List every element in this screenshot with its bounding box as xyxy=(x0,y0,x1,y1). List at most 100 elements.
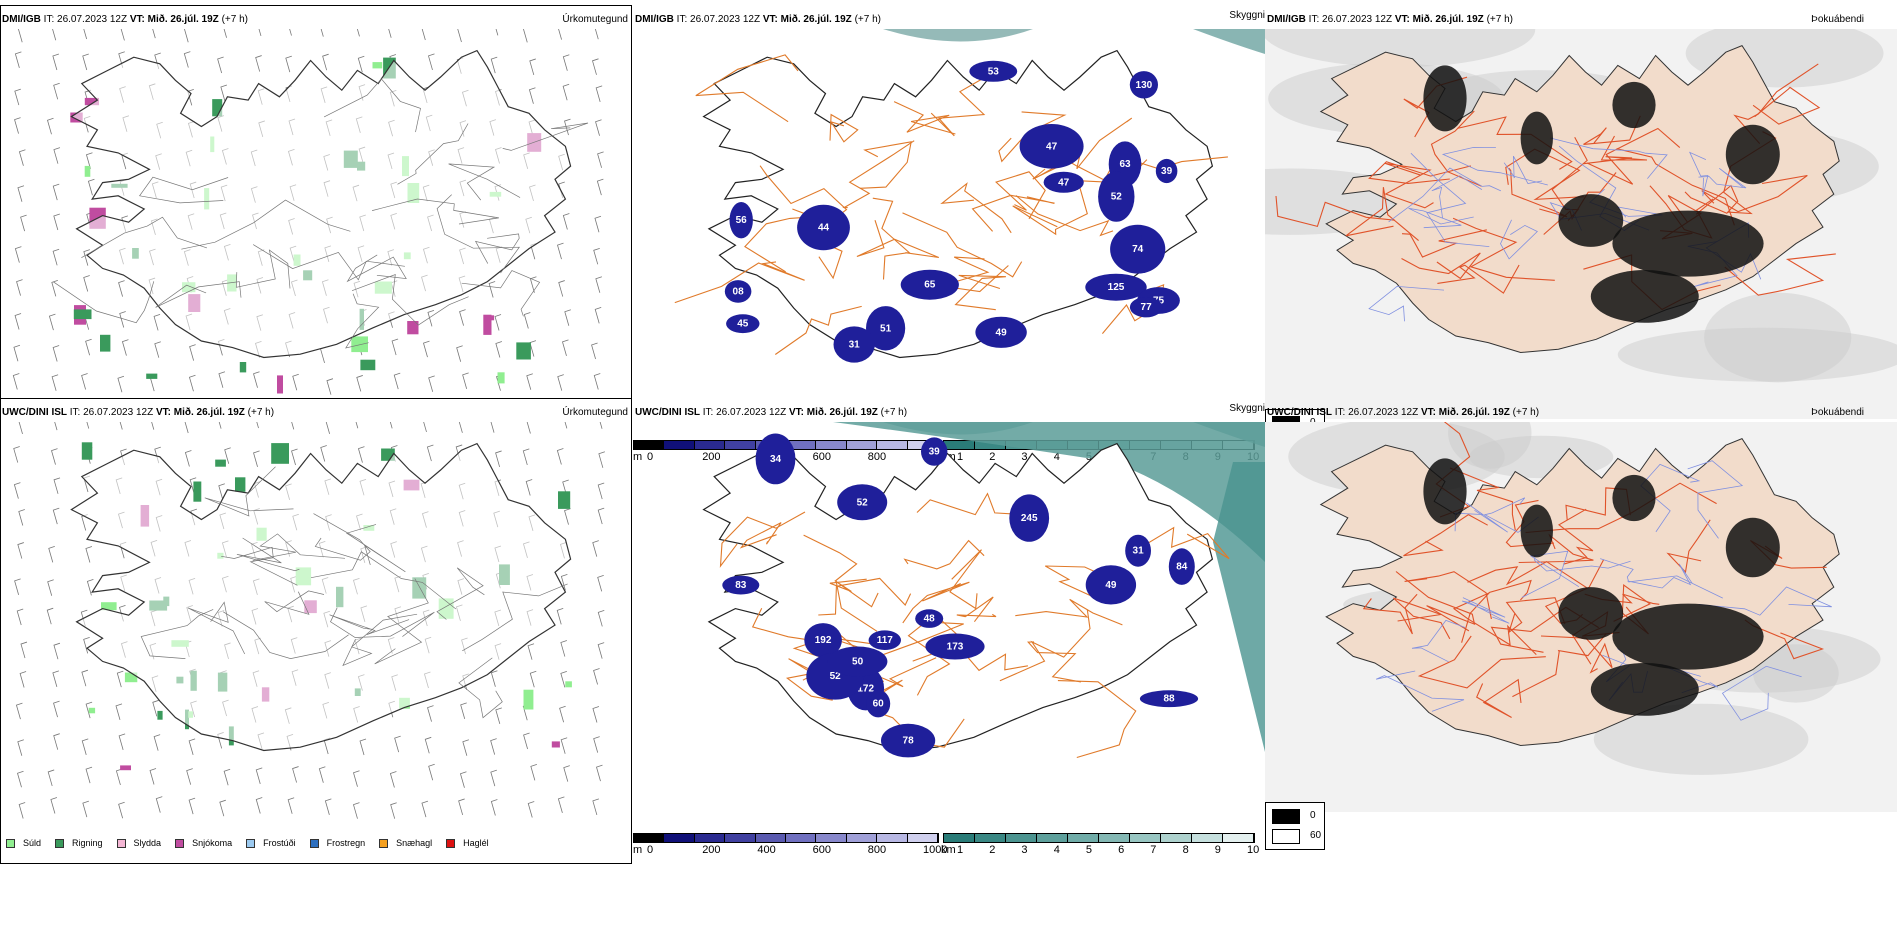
wind-barb xyxy=(594,215,602,233)
wind-barb xyxy=(292,766,299,783)
wind-barb xyxy=(14,51,22,68)
wind-barb xyxy=(54,422,58,431)
valid-time: Mið. 26.júl. 19Z xyxy=(173,407,245,418)
wind-barb xyxy=(117,375,125,393)
colorbar-step xyxy=(694,441,726,449)
road xyxy=(785,658,833,701)
wind-barb xyxy=(119,422,123,430)
init-time: 26.07.2023 12Z xyxy=(1322,14,1393,25)
cloud-base-value: 78 xyxy=(903,736,915,747)
wind-barb xyxy=(523,732,530,750)
road xyxy=(351,273,469,326)
fog-title: DMI/IGB IT: 26.07.2023 12Z VT: Mið. 26.j… xyxy=(1267,14,1513,26)
road xyxy=(902,581,970,624)
wind-barb xyxy=(593,736,600,753)
road xyxy=(1012,185,1088,236)
wind-barb xyxy=(85,701,93,719)
cloud-base-colorbar xyxy=(633,833,939,843)
wind-barb xyxy=(595,119,602,136)
wind-barb xyxy=(223,29,227,38)
colorbar-step xyxy=(846,834,878,842)
wind-barb xyxy=(189,477,197,494)
visibility-title: DMI/IGB IT: 26.07.2023 12Z VT: Mið. 26.j… xyxy=(635,14,881,26)
wind-barb xyxy=(458,798,465,816)
iceland-outline xyxy=(53,49,589,359)
legend-swatch xyxy=(55,838,65,848)
precip-legend: Súld Rigning Slydda Snjókoma Frostúði Frostre… xyxy=(6,838,503,848)
precip-cell xyxy=(483,314,492,335)
wind-barb xyxy=(188,797,196,815)
wind-barb xyxy=(16,608,24,626)
precip-cell xyxy=(565,681,572,688)
wind-barb xyxy=(596,178,604,196)
wind-barb xyxy=(490,56,498,74)
road xyxy=(502,122,589,151)
valid-time: Mið. 26.júl. 19Z xyxy=(147,14,219,25)
road xyxy=(1441,146,1548,186)
colorbar-step xyxy=(816,834,847,842)
road xyxy=(719,511,806,568)
wind-barb xyxy=(18,509,25,526)
wind-barb xyxy=(188,738,196,755)
road xyxy=(1461,579,1532,643)
legend-label: Frostúði xyxy=(263,838,296,848)
road xyxy=(1505,499,1555,548)
road xyxy=(1616,148,1735,226)
wind-barb xyxy=(83,249,90,266)
wind-barb xyxy=(291,448,298,466)
wind-barb xyxy=(595,276,602,293)
wind-barb xyxy=(85,546,93,563)
cloud-base-cells: 1257545631303952087765564951534744317447 xyxy=(724,60,1180,363)
road xyxy=(1403,514,1488,557)
wind-barb xyxy=(530,763,537,781)
wind-barb xyxy=(490,769,497,787)
init-label: IT: xyxy=(702,407,714,418)
fog-panel: UWC/DINI ISL IT: 26.07.2023 12Z VT: Mið.… xyxy=(1265,398,1900,868)
wind-barb xyxy=(13,344,21,362)
cloud-base-value: 51 xyxy=(880,323,892,334)
road xyxy=(930,78,986,137)
cloud-base-value: 77 xyxy=(1141,302,1153,313)
wind-barb xyxy=(564,309,571,326)
visibility-title: UWC/DINI ISL IT: 26.07.2023 12Z VT: Mið.… xyxy=(635,407,907,419)
wind-barb xyxy=(356,29,360,37)
road xyxy=(310,551,457,610)
road xyxy=(1476,678,1522,718)
cloud-base-value: 39 xyxy=(1161,166,1173,177)
wind-barb xyxy=(154,341,161,358)
cloud-base-cell xyxy=(975,316,1027,348)
iceland-outline xyxy=(1319,422,1840,747)
wind-barb xyxy=(560,670,567,688)
precip-panel: UWC/DINI ISL IT: 26.07.2023 12Z VT: Mið.… xyxy=(0,398,632,864)
road xyxy=(1449,467,1516,531)
cloud-base-value: 31 xyxy=(1133,546,1145,557)
wind-barb xyxy=(526,422,531,434)
road xyxy=(1698,167,1747,189)
road xyxy=(1733,63,1819,144)
cloud-base-cell xyxy=(881,723,936,758)
precip-cell xyxy=(558,491,571,509)
precip-cell xyxy=(157,710,163,720)
wind-barb xyxy=(597,151,604,168)
sea-fog-area xyxy=(1213,462,1265,752)
cloud-base-cell xyxy=(1098,171,1135,222)
road xyxy=(695,54,799,123)
wind-barb xyxy=(14,117,21,134)
cloud-base-value: 63 xyxy=(1119,159,1131,170)
legend-item: Snjókoma xyxy=(175,838,232,848)
wind-barb xyxy=(462,372,469,389)
road xyxy=(436,567,485,620)
road xyxy=(1525,482,1717,534)
wind-barb xyxy=(86,578,94,596)
colorbar-step xyxy=(634,441,665,449)
wind-barb xyxy=(421,29,426,41)
iceland-outline xyxy=(70,442,572,752)
road xyxy=(236,537,300,572)
wind-barb xyxy=(597,507,605,525)
cloud-base-cell xyxy=(1085,565,1137,605)
wind-barb xyxy=(564,118,571,136)
wind-barb xyxy=(320,29,324,37)
wind-barb xyxy=(253,371,260,388)
wind-barb xyxy=(390,802,397,819)
precip-cell xyxy=(81,442,93,460)
